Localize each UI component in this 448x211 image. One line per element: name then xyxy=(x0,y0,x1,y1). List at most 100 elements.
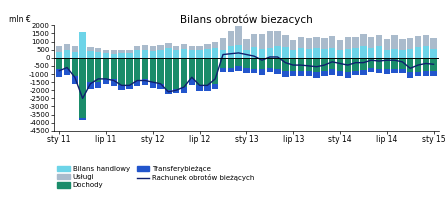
Bar xyxy=(212,58,219,84)
Bar xyxy=(212,42,219,48)
Bar xyxy=(111,54,117,58)
Bar xyxy=(360,70,366,75)
Text: mln €: mln € xyxy=(9,15,31,24)
Bar xyxy=(383,58,390,69)
Bar xyxy=(118,85,125,90)
Bar xyxy=(259,58,265,69)
Bar xyxy=(165,90,172,94)
Bar xyxy=(220,38,226,50)
Bar xyxy=(118,50,125,53)
Bar xyxy=(353,58,359,71)
Bar xyxy=(56,46,62,52)
Bar xyxy=(251,58,258,69)
Bar xyxy=(368,48,375,58)
Bar xyxy=(306,58,312,71)
Bar xyxy=(314,48,320,58)
Bar xyxy=(220,68,226,72)
Bar xyxy=(79,58,86,118)
Bar xyxy=(392,49,398,58)
Bar xyxy=(157,45,164,50)
Bar xyxy=(235,58,242,66)
Bar xyxy=(126,85,133,89)
Bar xyxy=(228,31,234,46)
Bar xyxy=(353,71,359,75)
Bar xyxy=(165,48,172,58)
Bar xyxy=(314,38,320,48)
Bar xyxy=(235,26,242,45)
Bar xyxy=(181,58,187,87)
Bar xyxy=(267,31,273,48)
Bar xyxy=(243,68,250,73)
Bar xyxy=(345,58,351,72)
Bar xyxy=(103,79,109,84)
Bar xyxy=(337,58,343,71)
Bar xyxy=(87,47,94,51)
Bar xyxy=(399,50,405,58)
Bar xyxy=(274,46,281,58)
Bar xyxy=(415,58,421,72)
Bar xyxy=(329,36,336,48)
Bar xyxy=(157,50,164,58)
Bar xyxy=(111,79,117,86)
Bar xyxy=(95,82,101,88)
Bar xyxy=(134,58,140,81)
Bar xyxy=(134,81,140,86)
Bar xyxy=(196,58,203,85)
Bar xyxy=(415,47,421,58)
Bar xyxy=(220,50,226,58)
Bar xyxy=(392,35,398,49)
Bar xyxy=(422,58,429,71)
Bar xyxy=(126,58,133,85)
Bar xyxy=(204,44,211,49)
Bar xyxy=(368,58,375,68)
Bar xyxy=(72,76,78,84)
Bar xyxy=(251,69,258,73)
Bar xyxy=(87,82,94,89)
Bar xyxy=(142,58,148,79)
Bar xyxy=(142,50,148,58)
Bar xyxy=(306,71,312,76)
Bar xyxy=(173,50,179,58)
Bar xyxy=(189,50,195,58)
Bar xyxy=(235,45,242,58)
Bar xyxy=(95,52,101,58)
Bar xyxy=(126,53,133,58)
Bar xyxy=(337,50,343,58)
Bar xyxy=(422,35,429,46)
Bar xyxy=(150,51,156,58)
Bar xyxy=(431,38,437,49)
Bar xyxy=(383,39,390,50)
Bar xyxy=(118,53,125,58)
Bar xyxy=(321,71,327,76)
Bar xyxy=(407,49,414,58)
Bar xyxy=(204,49,211,58)
Bar xyxy=(103,53,109,58)
Bar xyxy=(431,71,437,76)
Bar xyxy=(56,52,62,58)
Bar xyxy=(103,50,109,53)
Bar xyxy=(298,38,304,48)
Bar xyxy=(64,50,70,58)
Bar xyxy=(282,47,289,58)
Bar xyxy=(95,48,101,52)
Bar xyxy=(259,34,265,49)
Bar xyxy=(228,46,234,58)
Bar xyxy=(368,37,375,48)
Bar xyxy=(329,69,336,75)
Bar xyxy=(422,46,429,58)
Bar xyxy=(407,38,414,49)
Bar xyxy=(87,58,94,82)
Bar xyxy=(368,68,375,72)
Bar xyxy=(353,48,359,58)
Bar xyxy=(204,85,211,91)
Bar xyxy=(383,69,390,74)
Bar xyxy=(259,49,265,58)
Bar xyxy=(204,58,211,85)
Bar xyxy=(274,58,281,69)
Bar xyxy=(111,58,117,79)
Bar xyxy=(212,48,219,58)
Bar xyxy=(72,58,78,76)
Bar xyxy=(212,84,219,89)
Bar xyxy=(157,58,164,84)
Bar xyxy=(274,31,281,46)
